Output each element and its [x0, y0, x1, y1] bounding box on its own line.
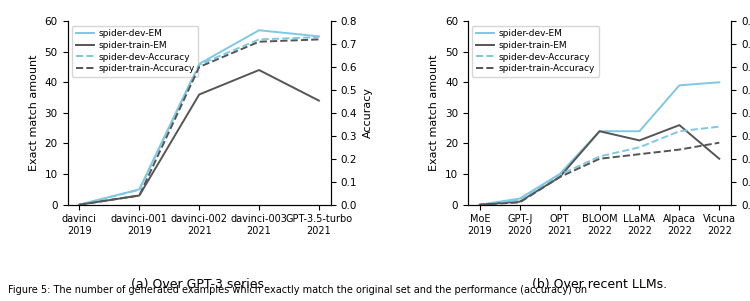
spider-train-Accuracy	[476, 203, 484, 206]
spider-train-EM	[314, 99, 323, 102]
spider-train-Accuracy	[715, 141, 724, 144]
spider-dev-Accuracy	[75, 203, 84, 206]
spider-dev-EM	[135, 188, 144, 191]
spider-dev-Accuracy	[476, 203, 484, 206]
Line: spider-dev-Accuracy: spider-dev-Accuracy	[80, 37, 319, 205]
spider-dev-Accuracy	[254, 38, 263, 41]
spider-dev-Accuracy	[715, 125, 724, 129]
spider-train-EM	[476, 203, 484, 206]
spider-dev-EM	[555, 172, 564, 176]
spider-train-Accuracy	[254, 40, 263, 44]
spider-train-EM	[715, 157, 724, 161]
spider-train-EM	[595, 129, 604, 133]
Line: spider-train-Accuracy: spider-train-Accuracy	[480, 143, 719, 205]
spider-train-EM	[555, 175, 564, 179]
spider-train-Accuracy	[314, 38, 323, 41]
Y-axis label: Accuracy: Accuracy	[363, 87, 373, 138]
spider-dev-Accuracy	[515, 198, 524, 202]
Text: (b) Over recent LLMs.: (b) Over recent LLMs.	[532, 278, 667, 291]
spider-train-EM	[135, 194, 144, 197]
spider-train-Accuracy	[595, 157, 604, 161]
spider-train-Accuracy	[75, 203, 84, 206]
spider-train-Accuracy	[515, 200, 524, 204]
spider-dev-EM	[675, 84, 684, 87]
Legend: spider-dev-EM, spider-train-EM, spider-dev-Accuracy, spider-train-Accuracy: spider-dev-EM, spider-train-EM, spider-d…	[472, 26, 598, 77]
Text: (a) Over GPT-3 series.: (a) Over GPT-3 series.	[130, 278, 268, 291]
Legend: spider-dev-EM, spider-train-EM, spider-dev-Accuracy, spider-train-Accuracy: spider-dev-EM, spider-train-EM, spider-d…	[72, 26, 198, 77]
spider-dev-Accuracy	[595, 155, 604, 158]
spider-dev-EM	[635, 129, 644, 133]
spider-dev-EM	[195, 62, 204, 66]
spider-train-Accuracy	[555, 175, 564, 179]
spider-dev-EM	[595, 129, 604, 133]
Line: spider-dev-EM: spider-dev-EM	[480, 82, 719, 205]
spider-dev-EM	[314, 35, 323, 38]
spider-dev-Accuracy	[314, 35, 323, 39]
Line: spider-dev-EM: spider-dev-EM	[80, 30, 319, 205]
Y-axis label: Exact match amount: Exact match amount	[430, 54, 439, 171]
Text: Figure 5: The number of generated examples which exactly match the original set : Figure 5: The number of generated exampl…	[8, 285, 586, 295]
spider-dev-EM	[254, 28, 263, 32]
spider-train-EM	[75, 203, 84, 206]
Line: spider-train-EM: spider-train-EM	[480, 125, 719, 205]
spider-train-EM	[635, 138, 644, 142]
spider-dev-Accuracy	[635, 145, 644, 149]
spider-dev-EM	[476, 203, 484, 206]
spider-train-Accuracy	[195, 65, 204, 69]
spider-dev-EM	[515, 197, 524, 200]
spider-train-Accuracy	[675, 148, 684, 151]
Line: spider-train-EM: spider-train-EM	[80, 70, 319, 205]
spider-train-Accuracy	[635, 152, 644, 156]
Y-axis label: Exact match amount: Exact match amount	[29, 54, 39, 171]
spider-train-Accuracy	[135, 194, 144, 197]
spider-train-EM	[675, 123, 684, 127]
spider-train-EM	[195, 93, 204, 96]
spider-train-EM	[254, 68, 263, 72]
Line: spider-train-Accuracy: spider-train-Accuracy	[80, 39, 319, 205]
spider-dev-Accuracy	[555, 173, 564, 177]
spider-train-EM	[515, 200, 524, 203]
spider-dev-EM	[715, 80, 724, 84]
spider-dev-EM	[75, 203, 84, 206]
spider-dev-Accuracy	[135, 188, 144, 191]
spider-dev-Accuracy	[675, 129, 684, 133]
Line: spider-dev-Accuracy: spider-dev-Accuracy	[480, 127, 719, 205]
spider-dev-Accuracy	[195, 63, 204, 67]
